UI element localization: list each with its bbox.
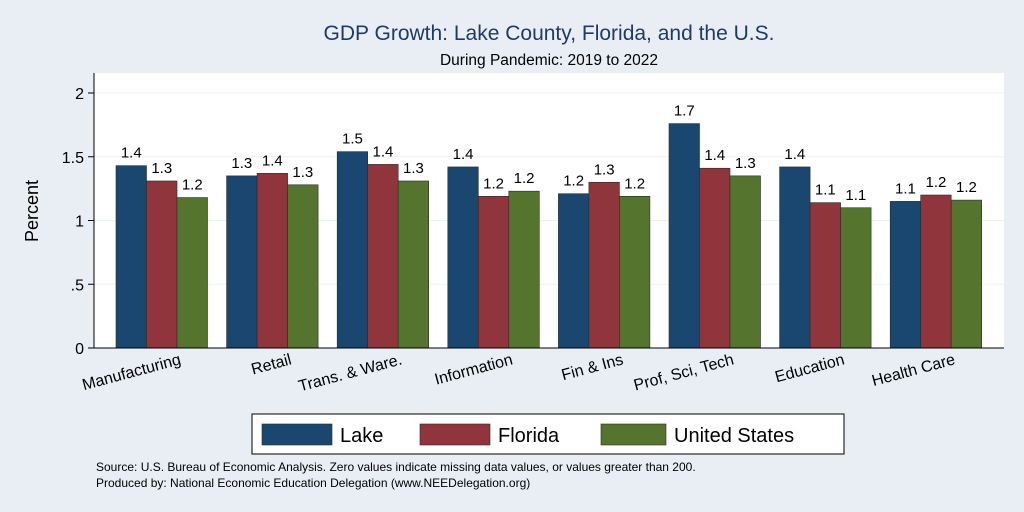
bar-florida	[256, 173, 288, 349]
bar-lake	[447, 166, 479, 349]
source-note: Source: U.S. Bureau of Economic Analysis…	[96, 460, 696, 474]
bar-value-label: 1.2	[483, 175, 504, 192]
y-tick-label: 1.5	[62, 150, 84, 167]
bar-florida	[477, 195, 510, 349]
legend-label: Lake	[340, 425, 383, 447]
bar-united-states	[840, 207, 872, 349]
bar-value-label: 1.3	[292, 164, 313, 181]
bar-united-states	[950, 199, 983, 349]
chart-subtitle: During Pandemic: 2019 to 2022	[440, 52, 658, 69]
bar-value-label: 1.4	[262, 152, 283, 169]
category-label: Education	[773, 351, 846, 386]
legend-label: United States	[674, 425, 794, 447]
bar-value-label: 1.3	[594, 161, 615, 178]
bars	[115, 123, 983, 349]
bar-value-label: 1.1	[815, 182, 836, 199]
category-label: Retail	[249, 351, 293, 378]
bar-florida	[809, 202, 841, 349]
y-tick-label: .5	[71, 277, 84, 294]
category-label: Fin & Ins	[560, 351, 625, 384]
bar-value-label: 1.7	[674, 103, 695, 120]
y-axis-label: Percent	[22, 180, 42, 242]
bar-value-label: 1.4	[453, 146, 474, 163]
bar-lake	[668, 123, 700, 349]
bar-value-label: 1.2	[624, 175, 645, 192]
y-ticks: 0 .5 1 1.5 2	[62, 86, 94, 358]
bar-value-label: 1.2	[182, 177, 203, 194]
bar-value-label: 1.4	[121, 145, 142, 162]
bar-value-label: 1.2	[514, 170, 535, 187]
bar-value-label: 1.3	[231, 155, 252, 172]
legend-label: Florida	[498, 425, 560, 447]
bar-lake	[558, 193, 590, 349]
bar-lake	[336, 151, 369, 349]
bar-value-label: 1.2	[563, 173, 584, 190]
category-labels: Manufacturing Retail Trans. & Ware. Informa…	[80, 351, 957, 395]
category-label: Information	[433, 351, 515, 388]
bar-united-states	[508, 190, 540, 349]
bar-united-states	[287, 184, 319, 349]
produced-by-note: Produced by: National Economic Education…	[96, 476, 530, 490]
category-label: Trans. & Ware.	[297, 351, 404, 395]
y-tick-label: 1	[75, 214, 84, 231]
y-tick-label: 2	[75, 86, 84, 103]
category-label: Manufacturing	[80, 351, 182, 394]
bar-florida	[367, 164, 399, 349]
bar-united-states	[176, 197, 208, 349]
bar-value-label: 1.3	[151, 160, 172, 177]
bar-united-states	[729, 175, 761, 349]
bar-lake	[115, 165, 147, 349]
bar-value-label: 1.1	[895, 180, 916, 197]
bar-florida	[588, 181, 620, 349]
bar-florida	[920, 194, 952, 349]
bar-value-label: 1.2	[926, 174, 947, 191]
bar-value-label: 1.4	[704, 147, 725, 164]
bar-value-label: 1.4	[784, 146, 805, 163]
data-labels: 1.4 1.3 1.2 1.3 1.4 1.3 1.5 1.4 1.3 1.4 1.2 1.2 1.2 1…	[121, 103, 977, 204]
legend-swatch	[261, 423, 333, 446]
legend: Lake Florida United States	[251, 413, 845, 455]
bar-value-label: 1.3	[735, 155, 756, 172]
y-tick-label: 0	[75, 341, 84, 358]
bar-value-label: 1.3	[403, 160, 424, 177]
bar-florida	[146, 180, 178, 349]
bar-lake	[889, 201, 922, 349]
chart-title: GDP Growth: Lake County, Florida, and th…	[324, 22, 775, 45]
bar-value-label: 1.2	[956, 179, 977, 196]
bar-united-states	[397, 180, 430, 349]
bar-value-label: 1.5	[342, 131, 363, 148]
bar-florida	[699, 167, 731, 349]
legend-swatch	[419, 423, 491, 446]
bar-value-label: 1.1	[845, 187, 866, 204]
bar-value-label: 1.4	[373, 143, 394, 160]
category-label: Health Care	[870, 351, 957, 390]
legend-swatch	[600, 423, 667, 446]
bar-lake	[779, 166, 811, 349]
category-label: Prof, Sci, Tech	[632, 351, 736, 394]
bar-lake	[226, 175, 258, 349]
legend-box	[251, 413, 845, 455]
bar-united-states	[619, 195, 651, 349]
